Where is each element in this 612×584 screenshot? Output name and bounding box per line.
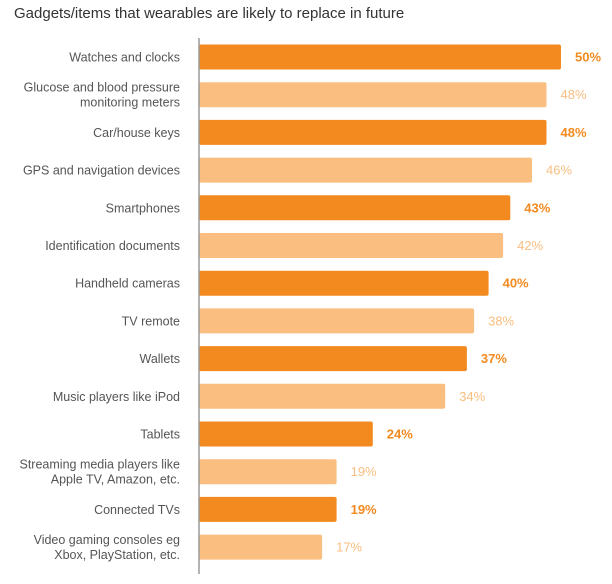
bar-5	[199, 233, 504, 258]
category-label-10: Tablets	[140, 428, 180, 442]
value-label-8: 37%	[481, 351, 507, 366]
bar-0	[199, 44, 561, 70]
category-label-line: Identification documents	[45, 239, 180, 253]
category-label-line: Music players like iPod	[53, 390, 180, 404]
category-label-3: GPS and navigation devices	[23, 164, 180, 178]
category-label-line: Handheld cameras	[75, 277, 180, 291]
category-label-11: Streaming media players like Apple TV, Am…	[20, 458, 181, 487]
bar-11	[199, 459, 337, 485]
value-label-5: 42%	[517, 238, 543, 253]
value-labels: 50% 48% 48% 46% 43% 42% 40% 38% 37% 34% 24% 19% 19% 1…	[336, 50, 601, 555]
bar-8	[199, 346, 467, 372]
value-label-6: 40%	[503, 276, 529, 291]
category-label-1: Glucose and blood pressure monitoring met…	[24, 81, 180, 110]
value-label-9: 34%	[459, 389, 485, 404]
category-label-line: Connected TVs	[94, 503, 180, 517]
value-label-1: 48%	[561, 87, 587, 102]
category-label-6: Handheld cameras	[75, 277, 180, 291]
category-label-9: Music players like iPod	[53, 390, 180, 404]
category-label-line: Smartphones	[106, 201, 180, 215]
value-label-11: 19%	[351, 464, 377, 479]
bar-10	[199, 421, 373, 447]
category-label-13: Video gaming consoles eg Xbox, PlayStatio…	[34, 533, 180, 562]
value-label-4: 43%	[524, 200, 550, 215]
category-label-8: Wallets	[139, 352, 180, 366]
bars-layer	[199, 44, 561, 560]
bar-12	[199, 496, 337, 522]
bar-7	[199, 308, 475, 334]
value-label-12: 19%	[351, 502, 377, 517]
chart-title: Gadgets/items that wearables are likely …	[14, 5, 405, 22]
value-label-13: 17%	[336, 540, 362, 555]
bar-4	[199, 195, 511, 221]
category-label-line: Watches and clocks	[69, 51, 180, 65]
bar-13	[199, 534, 323, 560]
category-label-line: Streaming media players like	[20, 458, 181, 472]
value-label-10: 24%	[387, 427, 413, 442]
category-label-0: Watches and clocks	[69, 51, 180, 65]
category-label-12: Connected TVs	[94, 503, 180, 517]
bar-9	[199, 383, 446, 409]
value-label-7: 38%	[488, 313, 514, 328]
category-label-line: Car/house keys	[93, 126, 180, 140]
category-label-line: Wallets	[139, 352, 180, 366]
bar-6	[199, 270, 489, 296]
category-label-line: Xbox, PlayStation, etc.	[54, 548, 180, 562]
category-label-line: monitoring meters	[80, 96, 180, 110]
category-label-5: Identification documents	[45, 239, 180, 253]
value-label-2: 48%	[561, 125, 587, 140]
category-label-2: Car/house keys	[93, 126, 180, 140]
category-label-line: Glucose and blood pressure	[24, 81, 180, 95]
value-label-0: 50%	[575, 50, 601, 65]
category-label-line: Apple TV, Amazon, etc.	[51, 473, 180, 487]
bar-1	[199, 82, 547, 108]
value-label-3: 46%	[546, 163, 572, 178]
category-labels: Watches and clocks Glucose and blood pres…	[20, 51, 181, 563]
category-label-line: Video gaming consoles eg	[34, 533, 180, 547]
category-label-7: TV remote	[122, 314, 180, 328]
category-label-4: Smartphones	[106, 201, 180, 215]
bar-2	[199, 119, 547, 145]
category-label-line: GPS and navigation devices	[23, 164, 180, 178]
category-label-line: Tablets	[140, 428, 180, 442]
category-label-line: TV remote	[122, 314, 180, 328]
bar-3	[199, 157, 532, 183]
